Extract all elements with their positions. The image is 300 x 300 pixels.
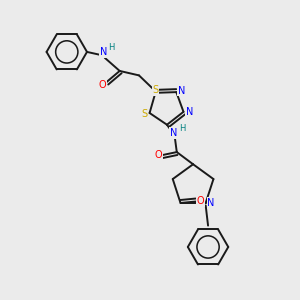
Text: N: N	[170, 128, 178, 138]
Text: N: N	[100, 47, 107, 57]
Text: S: S	[152, 85, 158, 95]
Text: H: H	[179, 124, 186, 134]
Text: H: H	[109, 43, 115, 52]
Text: N: N	[178, 85, 185, 96]
Text: O: O	[155, 150, 163, 160]
Text: N: N	[207, 198, 215, 208]
Text: O: O	[99, 80, 106, 90]
Text: S: S	[141, 109, 147, 118]
Text: N: N	[186, 107, 193, 117]
Text: O: O	[197, 196, 205, 206]
